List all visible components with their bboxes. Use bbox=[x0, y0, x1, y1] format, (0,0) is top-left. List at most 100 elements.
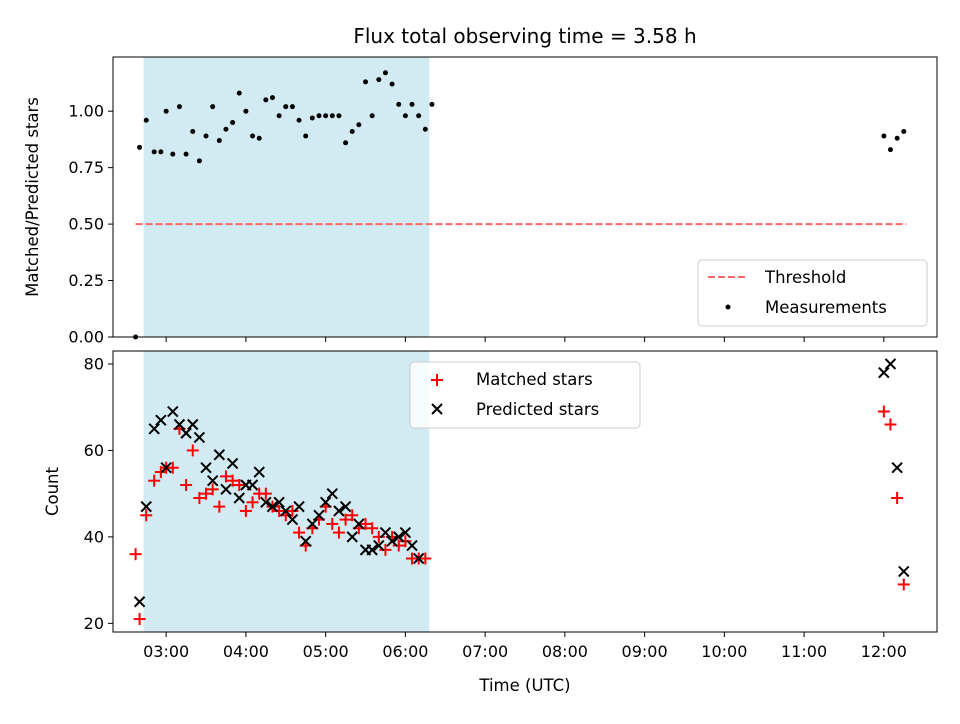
measurement-point bbox=[356, 122, 362, 128]
predicted-star-point bbox=[180, 427, 192, 439]
measurement-point bbox=[409, 101, 415, 107]
measurement-point bbox=[216, 138, 222, 144]
matched-star-point bbox=[219, 470, 232, 483]
matched-star-point bbox=[884, 418, 897, 431]
y-tick-label: 0.50 bbox=[68, 215, 104, 234]
predicted-star-point bbox=[155, 414, 167, 426]
y-tick-label: 0.00 bbox=[68, 328, 104, 347]
x-tick-label: 11:00 bbox=[781, 642, 827, 661]
predicted-star-point bbox=[253, 466, 265, 478]
predicted-star-point bbox=[884, 358, 897, 370]
x-axis-label: Time (UTC) bbox=[478, 676, 570, 695]
predicted-star-point bbox=[393, 531, 405, 543]
measurement-point bbox=[183, 151, 189, 157]
matched-star-point bbox=[399, 535, 412, 548]
measurement-point bbox=[329, 113, 335, 119]
matched-star-point bbox=[392, 539, 405, 552]
matched-star-point bbox=[133, 613, 146, 626]
measurement-point bbox=[210, 104, 216, 110]
y-tick-label: 40 bbox=[84, 527, 104, 546]
predicted-stars-points bbox=[133, 358, 910, 608]
predicted-star-point bbox=[266, 500, 279, 513]
matched-star-point bbox=[166, 461, 179, 474]
predicted-star-point bbox=[386, 535, 398, 547]
predicted-star-point bbox=[260, 496, 272, 509]
matched-star-point bbox=[148, 474, 161, 487]
ratio-panel: 0.00 0.25 0.50 0.75 1.00 Matched/Predicted s… bbox=[23, 56, 938, 347]
measurement-point bbox=[416, 113, 422, 119]
predicted-star-point bbox=[898, 565, 910, 578]
predicted-star-point bbox=[187, 418, 199, 431]
y-tick-label: 0.25 bbox=[68, 271, 104, 290]
matched-star-point bbox=[293, 526, 306, 539]
measurement-point bbox=[190, 129, 196, 135]
matched-star-point bbox=[372, 530, 385, 543]
measurement-point bbox=[196, 158, 202, 164]
predicted-star-point bbox=[353, 518, 365, 530]
predicted-star-point bbox=[412, 552, 425, 565]
measurement-point bbox=[170, 151, 176, 157]
measurement-point bbox=[343, 140, 349, 146]
matched-star-point bbox=[419, 552, 432, 565]
x-tick-label: 07:00 bbox=[462, 642, 508, 661]
predicted-star-point bbox=[300, 535, 312, 547]
matched-star-point bbox=[877, 405, 890, 418]
measurement-point bbox=[203, 133, 209, 139]
legend-matched-swatch bbox=[431, 374, 443, 386]
measurement-point bbox=[422, 126, 428, 132]
x-tick-label: 05:00 bbox=[303, 642, 349, 661]
chart-title: Flux total observing time = 3.58 h bbox=[353, 24, 696, 48]
predicted-star-point bbox=[346, 531, 358, 543]
measurement-point bbox=[289, 104, 295, 110]
count-x-ticks: 03:00 04:00 05:00 06:00 07:00 08:00 09:00 10:00… bbox=[143, 632, 907, 661]
x-tick-label: 12:00 bbox=[861, 642, 907, 661]
measurement-point bbox=[429, 101, 435, 107]
matched-star-point bbox=[226, 474, 239, 487]
matched-star-point bbox=[326, 517, 339, 530]
ratio-legend: Threshold Measurements bbox=[697, 259, 928, 327]
matched-star-point bbox=[140, 509, 153, 522]
ratio-y-ticks: 0.00 0.25 0.50 0.75 1.00 bbox=[68, 102, 113, 347]
x-tick-label: 08:00 bbox=[542, 642, 588, 661]
predicted-star-point bbox=[246, 479, 259, 491]
matched-star-point bbox=[346, 509, 359, 522]
measurement-point bbox=[396, 101, 402, 107]
measurement-point bbox=[376, 77, 382, 83]
ratio-x-ticks bbox=[165, 337, 885, 342]
predicted-star-point bbox=[379, 526, 392, 539]
measurement-point bbox=[276, 113, 282, 119]
measurement-point bbox=[309, 115, 315, 121]
measurement-point bbox=[163, 108, 169, 114]
measurement-point bbox=[223, 126, 229, 132]
matched-star-point bbox=[897, 578, 910, 591]
measurement-point bbox=[269, 95, 275, 101]
measurement-point bbox=[176, 104, 182, 110]
measurement-point bbox=[230, 119, 236, 125]
count-legend-box bbox=[409, 361, 641, 429]
observing-window-band bbox=[143, 57, 430, 337]
predicted-star-point bbox=[167, 405, 179, 418]
predicted-star-point bbox=[173, 418, 186, 431]
measurement-point bbox=[243, 108, 249, 114]
predicted-star-point bbox=[286, 513, 299, 526]
measurement-point bbox=[389, 81, 395, 87]
measurement-point bbox=[256, 135, 262, 141]
measurement-point bbox=[363, 79, 369, 85]
predicted-star-point bbox=[891, 462, 903, 474]
predicted-star-point bbox=[273, 496, 285, 509]
matched-star-point bbox=[286, 504, 299, 517]
y-tick-label: 20 bbox=[84, 614, 104, 633]
matched-star-point bbox=[180, 479, 193, 492]
measurement-point bbox=[283, 104, 289, 110]
predicted-star-point bbox=[213, 449, 226, 461]
matched-star-point bbox=[193, 491, 206, 504]
y-tick-label: 1.00 bbox=[68, 102, 104, 121]
measurement-point bbox=[894, 135, 900, 141]
predicted-star-point bbox=[233, 492, 245, 504]
legend-measurement-label: Measurements bbox=[765, 298, 887, 317]
measurement-point bbox=[323, 113, 329, 119]
measurement-point bbox=[137, 144, 143, 150]
predicted-star-point bbox=[280, 505, 292, 517]
matched-star-point bbox=[239, 504, 252, 517]
